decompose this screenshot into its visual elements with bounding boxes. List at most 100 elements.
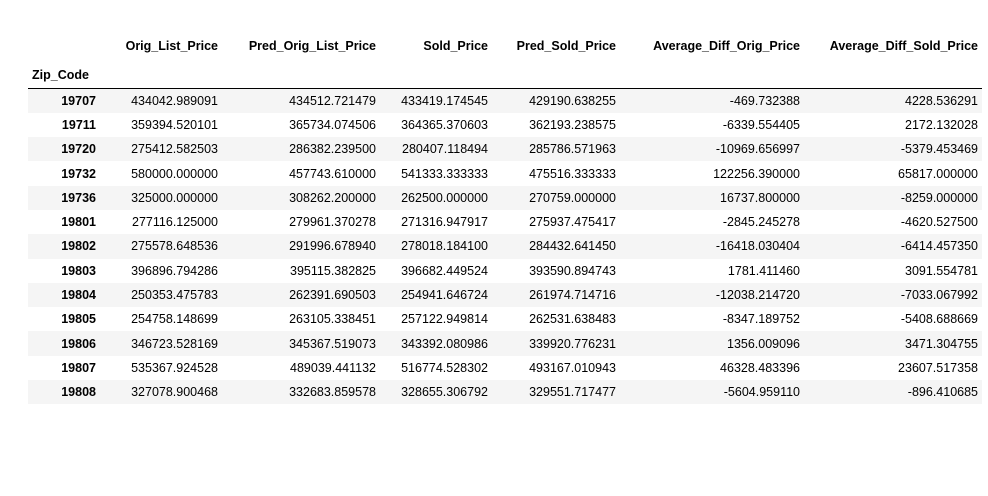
table-header: Orig_List_Price Pred_Orig_List_Price Sol… bbox=[28, 30, 982, 89]
table-cell: 65817.000000 bbox=[898, 166, 978, 181]
table-cell: 277116.125000 bbox=[132, 215, 218, 230]
table-row: 19806 346723.528169 345367.519073 343392.08… bbox=[28, 331, 982, 356]
table-cell: 580000.000000 bbox=[131, 166, 218, 181]
table-cell: -7033.067992 bbox=[900, 288, 978, 303]
table-cell: 328655.306792 bbox=[401, 385, 488, 400]
table-cell: 262500.000000 bbox=[401, 190, 488, 205]
table-cell: 271316.947917 bbox=[401, 215, 488, 230]
table-cell: 262531.638483 bbox=[529, 312, 616, 327]
table-cell: 365734.074506 bbox=[289, 117, 376, 132]
column-header: Average_Diff_Sold_Price bbox=[829, 39, 978, 53]
table-cell: 1356.009096 bbox=[727, 336, 800, 351]
column-header: Pred_Orig_List_Price bbox=[248, 39, 376, 53]
table-cell: 327078.900468 bbox=[131, 385, 218, 400]
table-cell: -8347.189752 bbox=[722, 312, 800, 327]
table-cell: 362193.238575 bbox=[529, 117, 616, 132]
table-cell: 493167.010943 bbox=[529, 360, 616, 375]
row-index-zip-code: 19805 bbox=[61, 312, 96, 327]
table-cell: 16737.800000 bbox=[720, 190, 800, 205]
table-row: 19736 325000.000000 308262.200000 262500.00… bbox=[28, 185, 982, 210]
column-header: Average_Diff_Orig_Price bbox=[653, 39, 800, 53]
table-cell: -6339.554405 bbox=[722, 117, 800, 132]
table-cell: -16418.030404 bbox=[715, 239, 800, 254]
table-cell: 270759.000000 bbox=[529, 190, 616, 205]
table-cell: 345367.519073 bbox=[289, 336, 376, 351]
row-index-zip-code: 19707 bbox=[61, 93, 96, 108]
table-cell: 541333.333333 bbox=[401, 166, 488, 181]
table-cell: 254758.148699 bbox=[131, 312, 218, 327]
table-cell: 457743.610000 bbox=[289, 166, 376, 181]
column-header: Orig_List_Price bbox=[125, 39, 218, 53]
table-cell: 3471.304755 bbox=[905, 336, 978, 351]
table-cell: -5408.688669 bbox=[900, 312, 978, 327]
table-row: 19720 275412.582503 286382.239500 280407.11… bbox=[28, 137, 982, 162]
table-cell: 516774.528302 bbox=[401, 360, 488, 375]
table-row: 19807 535367.924528 489039.441132 516774.52… bbox=[28, 356, 982, 380]
table-cell: 275937.475417 bbox=[529, 215, 616, 230]
table-cell: 364365.370603 bbox=[401, 117, 488, 132]
blank-header-cell bbox=[28, 30, 104, 62]
table-cell: 535367.924528 bbox=[131, 360, 218, 375]
table-cell: -8259.000000 bbox=[900, 190, 978, 205]
row-index-zip-code: 19808 bbox=[61, 385, 96, 400]
table-cell: 393590.894743 bbox=[529, 263, 616, 278]
table-cell: -2845.245278 bbox=[722, 215, 800, 230]
column-header: Sold_Price bbox=[423, 39, 488, 53]
table-cell: 250353.475783 bbox=[131, 288, 218, 303]
table-row: 19805 254758.148699 263105.338451 257122.94… bbox=[28, 307, 982, 331]
table-cell: 275412.582503 bbox=[131, 142, 218, 157]
row-index-zip-code: 19807 bbox=[61, 360, 96, 375]
row-index-zip-code: 19801 bbox=[61, 215, 96, 230]
table-cell: 359394.520101 bbox=[131, 117, 218, 132]
table-cell: 475516.333333 bbox=[529, 166, 616, 181]
table-cell: 284432.641450 bbox=[529, 239, 616, 254]
table-cell: 395115.382825 bbox=[290, 263, 376, 278]
table-cell: 396896.794286 bbox=[131, 263, 218, 278]
table-cell: 434512.721479 bbox=[289, 93, 376, 108]
table-row: 19802 275578.648536 291996.678940 278018.18… bbox=[28, 234, 982, 259]
table-cell: 4228.536291 bbox=[905, 93, 978, 108]
row-index-zip-code: 19802 bbox=[61, 239, 96, 254]
table-cell: -4620.527500 bbox=[900, 215, 978, 230]
table-cell: 262391.690503 bbox=[289, 288, 376, 303]
table-cell: 2172.132028 bbox=[905, 117, 978, 132]
empty-header-cell bbox=[380, 62, 492, 89]
table-cell: -469.732388 bbox=[729, 93, 800, 108]
table-cell: -10969.656997 bbox=[715, 142, 800, 157]
table-cell: 275578.648536 bbox=[131, 239, 218, 254]
table-cell: -6414.457350 bbox=[900, 239, 978, 254]
table-cell: 339920.776231 bbox=[529, 336, 616, 351]
row-index-zip-code: 19806 bbox=[61, 336, 96, 351]
table-cell: 308262.200000 bbox=[289, 190, 376, 205]
column-header: Pred_Sold_Price bbox=[516, 39, 616, 53]
table-cell: 279961.370278 bbox=[289, 215, 376, 230]
empty-header-cell bbox=[104, 62, 222, 89]
row-index-zip-code: 19736 bbox=[61, 190, 96, 205]
table-cell: 343392.080986 bbox=[401, 336, 488, 351]
table-cell: 329551.717477 bbox=[529, 385, 616, 400]
table-cell: 3091.554781 bbox=[905, 263, 978, 278]
table-cell: 280407.118494 bbox=[402, 142, 488, 157]
table-cell: 433419.174545 bbox=[401, 93, 488, 108]
row-index-zip-code: 19720 bbox=[61, 142, 96, 157]
table-cell: -12038.214720 bbox=[715, 288, 800, 303]
table-cell: 261974.714716 bbox=[529, 288, 616, 303]
table-cell: 122256.390000 bbox=[713, 166, 800, 181]
empty-header-cell bbox=[620, 62, 804, 89]
table-cell: 278018.184100 bbox=[401, 239, 488, 254]
table-cell: 429190.638255 bbox=[529, 93, 616, 108]
row-index-zip-code: 19711 bbox=[61, 117, 96, 132]
table-row: 19801 277116.125000 279961.370278 271316.94… bbox=[28, 210, 982, 234]
table-cell: -5604.959110 bbox=[723, 385, 800, 400]
table-row: 19707 434042.989091 434512.721479 433419.17… bbox=[28, 88, 982, 113]
table-cell: 286382.239500 bbox=[289, 142, 376, 157]
table-cell: -5379.453469 bbox=[900, 142, 978, 157]
dataframe-table: Orig_List_Price Pred_Orig_List_Price Sol… bbox=[28, 30, 982, 405]
table-cell: 257122.949814 bbox=[401, 312, 488, 327]
row-index-zip-code: 19732 bbox=[61, 166, 96, 181]
table-cell: 23607.517358 bbox=[898, 360, 978, 375]
table-row: 19808 327078.900468 332683.859578 328655.30… bbox=[28, 380, 982, 405]
table-cell: 332683.859578 bbox=[289, 385, 376, 400]
table-cell: -896.410685 bbox=[907, 385, 978, 400]
